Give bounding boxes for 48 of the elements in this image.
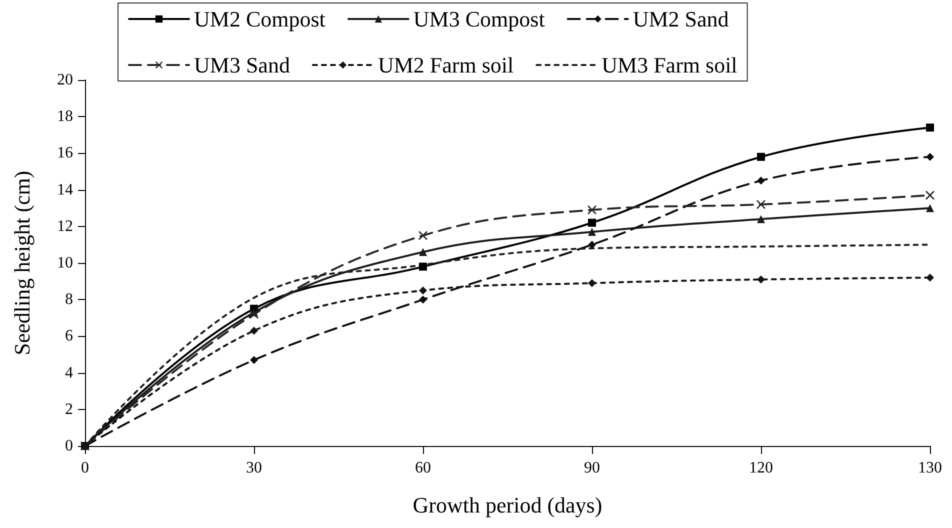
point bbox=[926, 190, 934, 200]
point bbox=[926, 124, 934, 132]
y-tick-label: 6 bbox=[65, 328, 73, 345]
point bbox=[588, 205, 596, 214]
point bbox=[926, 152, 934, 161]
y-axis-title: Seedling height (cm) bbox=[10, 170, 34, 356]
point bbox=[418, 231, 428, 240]
y-tick-label: 20 bbox=[57, 72, 73, 88]
point bbox=[588, 240, 596, 249]
x-tick-label: 120 bbox=[749, 460, 773, 476]
point bbox=[926, 274, 934, 282]
point bbox=[757, 152, 765, 161]
y-tick-label: 0 bbox=[65, 438, 73, 454]
y-tick-label: 4 bbox=[65, 364, 73, 382]
y-tick-label: 16 bbox=[57, 144, 73, 162]
x-tick-label: 0 bbox=[81, 460, 89, 476]
legend-label: UM2 Sand bbox=[632, 6, 729, 32]
legend-label: UM3 Sand bbox=[194, 52, 290, 78]
y-tick-label: 10 bbox=[57, 254, 73, 272]
point bbox=[419, 248, 427, 256]
point bbox=[588, 279, 596, 288]
point bbox=[250, 356, 258, 364]
point bbox=[588, 228, 596, 236]
y-tick-label: 14 bbox=[57, 181, 73, 198]
point bbox=[419, 262, 427, 271]
x-axis-title: Growth period (days) bbox=[412, 492, 602, 518]
point bbox=[250, 310, 258, 319]
point bbox=[419, 296, 427, 304]
y-tick-label: 8 bbox=[65, 291, 73, 308]
legend-label: UM2 Compost bbox=[194, 6, 326, 32]
point bbox=[419, 286, 427, 294]
y-tick-label: 18 bbox=[57, 108, 73, 126]
legend-label: UM3 Farm soil bbox=[602, 52, 738, 78]
point bbox=[756, 200, 766, 209]
x-tick-label: 90 bbox=[584, 460, 600, 476]
point bbox=[757, 215, 765, 224]
legend-label: UM3 Compost bbox=[413, 6, 545, 32]
point bbox=[250, 326, 258, 335]
x-tick-label: 30 bbox=[246, 460, 262, 476]
x-tick-label: 60 bbox=[415, 460, 431, 476]
point bbox=[757, 176, 765, 185]
point bbox=[926, 204, 934, 212]
y-tick-label: 2 bbox=[65, 400, 73, 418]
point bbox=[588, 218, 596, 227]
legend-label: UM2 Farm soil bbox=[378, 52, 514, 78]
x-tick-label: 130 bbox=[918, 460, 942, 476]
y-tick-label: 12 bbox=[57, 218, 73, 235]
point bbox=[757, 275, 765, 284]
